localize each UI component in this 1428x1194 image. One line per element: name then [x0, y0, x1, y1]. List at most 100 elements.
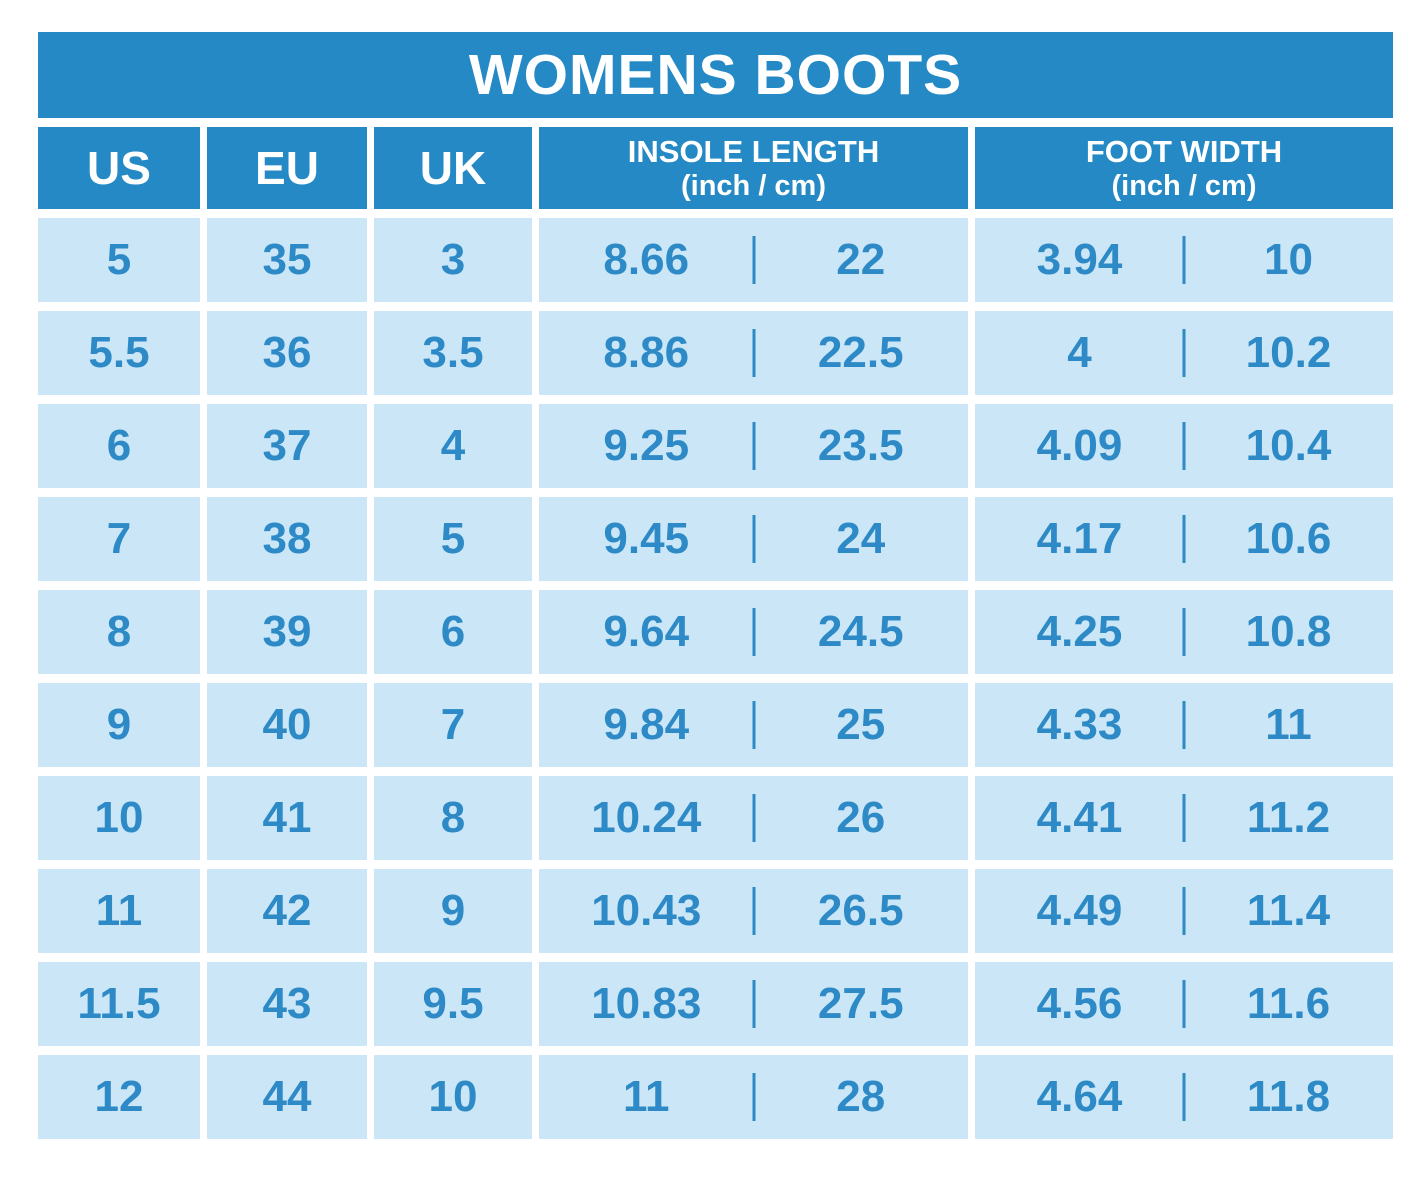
- uk-size-cell: 4: [374, 404, 532, 488]
- eu-size-cell: 35: [207, 218, 367, 302]
- foot-width-cell-cm: 10: [1264, 235, 1313, 284]
- cell-divider-line: [1182, 514, 1186, 564]
- insole-length-cell-cm: 28: [836, 1072, 886, 1121]
- foot-width-cell: 4.56 11.6: [975, 962, 1393, 1046]
- insole-length-cell-inch: 9.25: [603, 421, 690, 470]
- cell-divider-line: [752, 886, 755, 936]
- cell-divider-line: [1182, 793, 1186, 843]
- insole-length-cell: 10.24 26: [539, 776, 968, 860]
- cell-divider-line: [1182, 421, 1186, 471]
- insole-length-cell: 8.66 22: [539, 218, 968, 302]
- insole-length-cell: 8.86 22.5: [539, 311, 968, 395]
- us-size-cell: 11: [38, 869, 200, 953]
- foot-width-label: FOOT WIDTH: [1085, 133, 1283, 169]
- cell-divider-line: [1182, 1072, 1186, 1122]
- chart-title: WOMENS BOOTS: [38, 32, 1393, 118]
- us-size-cell: 9: [38, 683, 200, 767]
- foot-width-cell: 4.25 10.8: [975, 590, 1393, 674]
- foot-width-cell-cm: 11.2: [1246, 793, 1331, 842]
- us-size-cell: 12: [38, 1055, 200, 1139]
- foot-width-cell-inch: 4.49: [1036, 886, 1123, 935]
- foot-width-units: (inch / cm): [1111, 169, 1257, 202]
- column-header-eu: EU: [207, 127, 367, 209]
- cell-divider-line: [1182, 700, 1186, 750]
- chart-title-text: WOMENS BOOTS: [468, 43, 963, 107]
- foot-width-cell-cm: 11: [1265, 700, 1312, 749]
- us-size-cell: 7: [38, 497, 200, 581]
- foot-width-cell-cm: 11.6: [1246, 979, 1331, 1028]
- foot-width-cell-inch: 4.09: [1036, 421, 1123, 470]
- cell-divider-line: [1182, 607, 1186, 657]
- foot-width-cell-inch: 4: [1067, 328, 1092, 377]
- foot-width-cell-cm: 10.2: [1245, 328, 1332, 377]
- cell-divider-line: [752, 1072, 755, 1122]
- uk-size-cell: 8: [374, 776, 532, 860]
- column-header-insole-length: INSOLE LENGTH (inch / cm): [539, 127, 968, 209]
- insole-length-cell-cm: 24: [836, 514, 886, 563]
- us-size-cell: 6: [38, 404, 200, 488]
- cell-divider-line: [752, 979, 755, 1029]
- us-size-cell: 10: [38, 776, 200, 860]
- insole-length-cell: 11 28: [539, 1055, 968, 1139]
- uk-size-cell: 6: [374, 590, 532, 674]
- uk-size-cell: 7: [374, 683, 532, 767]
- insole-length-cell-cm: 23.5: [817, 421, 904, 470]
- uk-size-cell: 5: [374, 497, 532, 581]
- foot-width-cell-inch: 4.33: [1036, 700, 1123, 749]
- cell-divider-line: [752, 607, 755, 657]
- uk-size-cell: 9.5: [374, 962, 532, 1046]
- uk-size-cell: 3.5: [374, 311, 532, 395]
- insole-length-cell-cm: 26.5: [817, 886, 904, 935]
- insole-length-cell-cm: 25: [836, 700, 886, 749]
- foot-width-cell: 4.09 10.4: [975, 404, 1393, 488]
- eu-size-cell: 42: [207, 869, 367, 953]
- insole-length-cell-inch: 9.64: [603, 607, 690, 656]
- cell-divider-line: [752, 700, 755, 750]
- insole-length-cell-cm: 22.5: [817, 328, 904, 377]
- eu-size-cell: 38: [207, 497, 367, 581]
- insole-length-cell-inch: 8.66: [603, 235, 690, 284]
- cell-divider-line: [752, 235, 755, 285]
- us-size-cell: 5.5: [38, 311, 200, 395]
- eu-size-cell: 36: [207, 311, 367, 395]
- foot-width-cell: 3.94 10: [975, 218, 1393, 302]
- cell-divider-line: [1182, 979, 1186, 1029]
- column-header-us: US: [38, 127, 200, 209]
- insole-length-cell-cm: 22: [836, 235, 886, 284]
- insole-length-cell-inch: 11: [622, 1072, 670, 1121]
- foot-width-cell-cm: 11.4: [1246, 886, 1331, 935]
- cell-divider-line: [752, 328, 755, 378]
- cell-divider-line: [1182, 328, 1186, 378]
- insole-length-cell-inch: 10.24: [591, 793, 702, 842]
- eu-size-cell: 41: [207, 776, 367, 860]
- column-header-foot-width: FOOT WIDTH (inch / cm): [975, 127, 1393, 209]
- insole-length-cell-cm: 26: [836, 793, 886, 842]
- foot-width-cell-inch: 3.94: [1036, 235, 1123, 284]
- cell-divider-line: [752, 421, 755, 471]
- uk-size-cell: 9: [374, 869, 532, 953]
- us-size-cell: 8: [38, 590, 200, 674]
- foot-width-cell: 4.17 10.6: [975, 497, 1393, 581]
- foot-width-cell-inch: 4.25: [1036, 607, 1123, 656]
- foot-width-cell: 4.49 11.4: [975, 869, 1393, 953]
- column-header-uk: UK: [374, 127, 532, 209]
- insole-length-cell-inch: 10.83: [591, 979, 702, 1028]
- us-size-cell: 5: [38, 218, 200, 302]
- insole-length-cell-inch: 8.86: [603, 328, 690, 377]
- insole-length-label: INSOLE LENGTH: [627, 133, 880, 169]
- insole-length-cell: 9.84 25: [539, 683, 968, 767]
- insole-length-cell: 9.64 24.5: [539, 590, 968, 674]
- us-size-cell: 11.5: [38, 962, 200, 1046]
- foot-width-cell: 4.33 11: [975, 683, 1393, 767]
- foot-width-cell-inch: 4.41: [1036, 793, 1123, 842]
- insole-length-cell-inch: 9.84: [603, 700, 690, 749]
- foot-width-cell-inch: 4.64: [1036, 1072, 1123, 1121]
- cell-divider-line: [752, 793, 755, 843]
- foot-width-cell-inch: 4.17: [1036, 514, 1123, 563]
- foot-width-cell: 4.64 11.8: [975, 1055, 1393, 1139]
- foot-width-cell: 4 10.2: [975, 311, 1393, 395]
- insole-length-cell: 10.43 26.5: [539, 869, 968, 953]
- eu-size-cell: 37: [207, 404, 367, 488]
- uk-size-cell: 3: [374, 218, 532, 302]
- foot-width-cell-cm: 10.4: [1245, 421, 1332, 470]
